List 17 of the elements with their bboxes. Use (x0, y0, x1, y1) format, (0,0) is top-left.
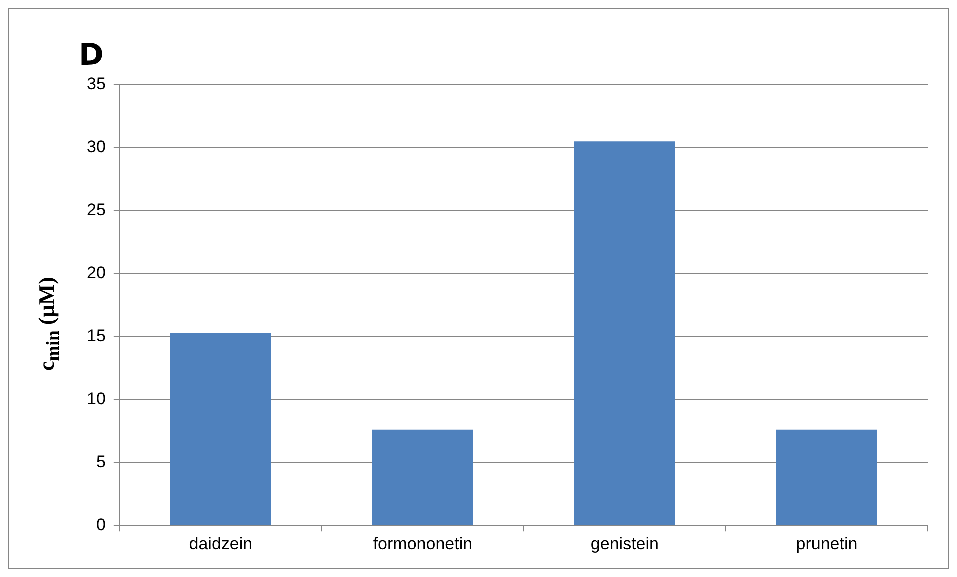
y-tick-label: 20 (86, 264, 106, 283)
x-tick-label: daidzein (189, 534, 253, 554)
bar (776, 430, 878, 526)
bar (170, 332, 272, 526)
y-tick-label: 0 (96, 515, 106, 534)
y-tick-label: 10 (86, 389, 106, 408)
y-tick-label: 35 (86, 74, 106, 94)
y-tick-label: 25 (86, 200, 106, 220)
chart-title: D (79, 38, 104, 73)
bar (574, 142, 676, 526)
x-tick-label: formononetin (373, 534, 473, 554)
y-tick-label: 5 (96, 452, 106, 472)
bar (372, 430, 474, 526)
x-tick-label: prunetin (796, 534, 858, 554)
y-tick-label: 15 (86, 326, 106, 346)
y-tick-label: 30 (86, 138, 106, 157)
x-tick-label: genistein (590, 534, 659, 554)
